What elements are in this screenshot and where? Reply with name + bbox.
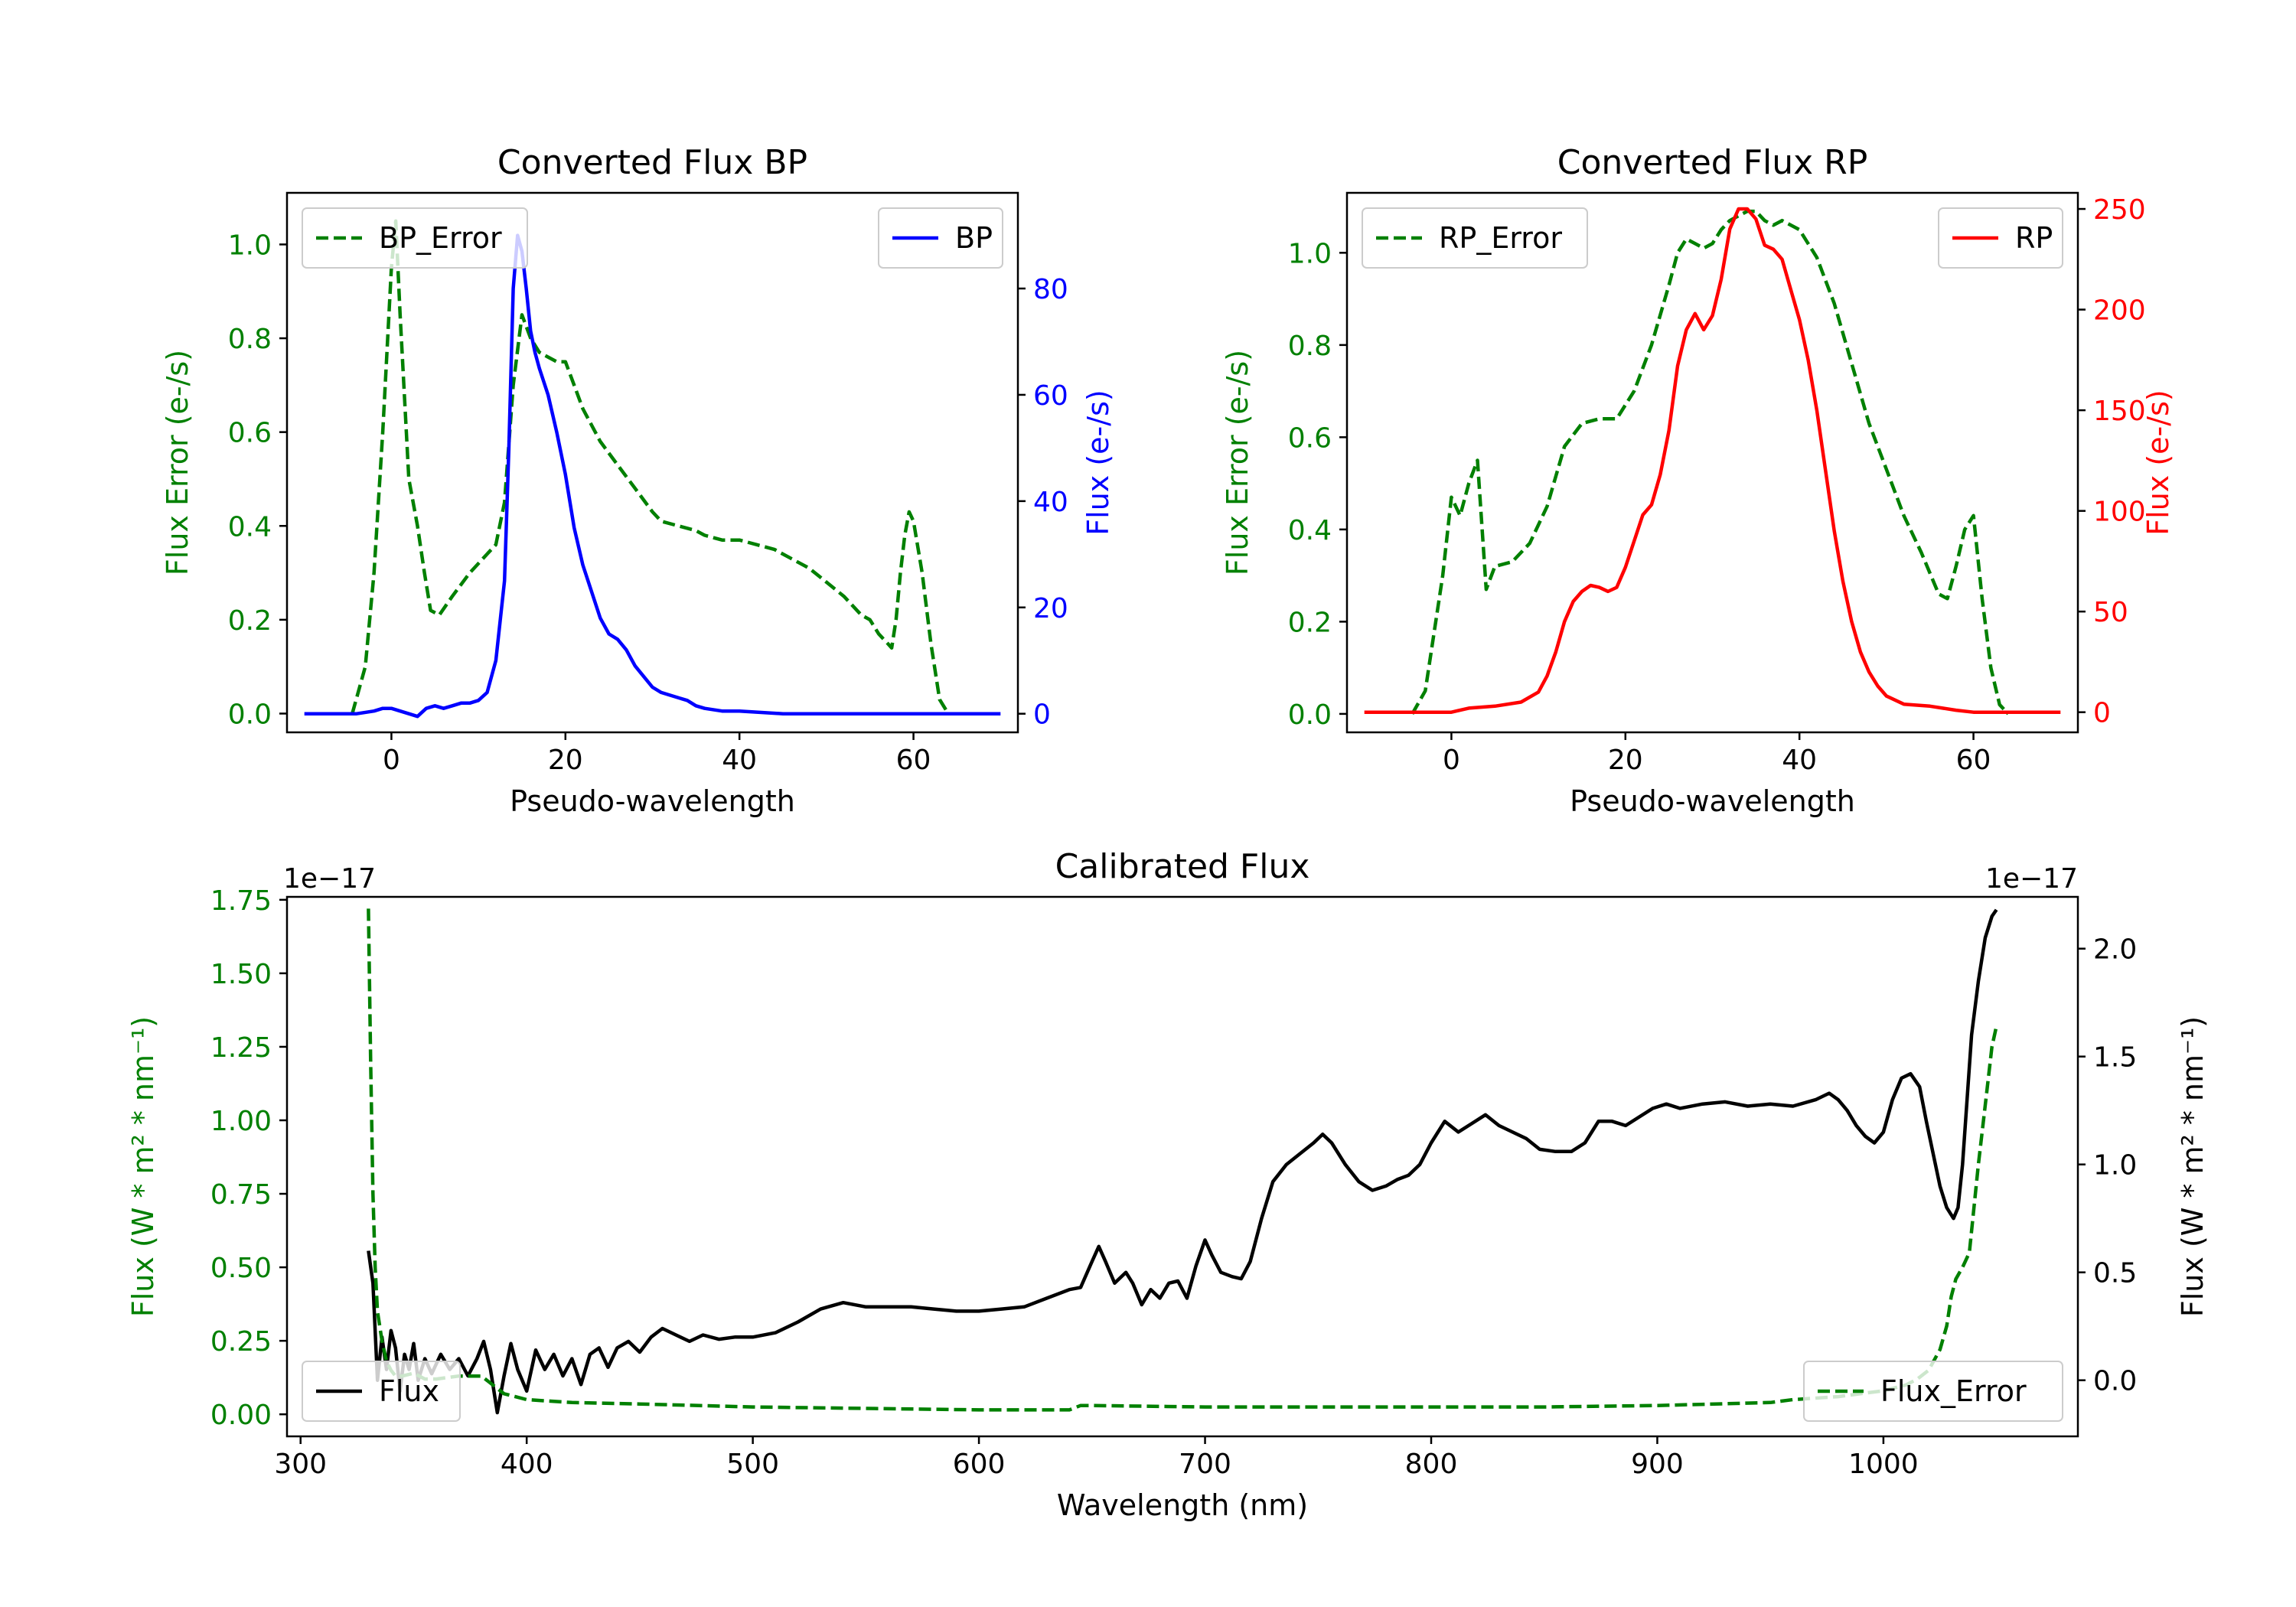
y-left-tick-label: 1.25 [210,1032,272,1064]
y-right-axis-label: Flux (e-/s) [1081,390,1115,535]
legend-label: Flux_Error [1880,1374,2027,1408]
y-left-axis-label: Flux Error (e-/s) [161,350,194,575]
y-left-tick-label: 0.4 [228,511,272,543]
legend-label: RP_Error [1439,221,1562,255]
x-tick-label: 60 [1956,745,1991,776]
y-left-tick-label: 1.50 [210,959,272,990]
legend-box [878,207,1003,269]
y-left-axis-label: Flux (W * m² * nm⁻¹) [126,1016,160,1317]
y-right-tick-label: 0.0 [2093,1366,2137,1397]
x-tick-label: 40 [1782,745,1817,776]
axes-frame [285,191,1019,734]
legend-box [302,207,528,269]
y-right-tick-label: 150 [2093,396,2146,427]
y-left-tick-label: 0.6 [1288,422,1332,454]
y-right-tick-label: 50 [2093,597,2128,628]
y-right-tick-label: 0 [1033,699,1051,731]
chart-3: 300 400 500 600 700 800 900 1000 0.00 0.25 0.50 0.7… [126,847,2210,1522]
x-axis-label: Wavelength (nm) [1057,1488,1308,1522]
legend-label: BP_Error [379,221,502,255]
y-right-tick-label: 60 [1033,380,1068,412]
chart-title: Converted Flux BP [497,143,807,182]
x-tick-label: 0 [1443,745,1460,776]
y-right-tick-label: 200 [2093,295,2146,327]
y-right-tick-label: 20 [1033,593,1068,624]
y-left-tick-label: 0.50 [210,1253,272,1284]
series-line-flux-error [367,908,1998,1412]
y-left-tick-label: 0.00 [210,1400,272,1431]
axes-frame [1345,191,2079,734]
legend-bp: BP [878,207,1003,269]
x-tick-label: 20 [1608,745,1643,776]
x-tick-label: 0 [383,745,400,776]
y-left-tick-label: 0.8 [228,324,272,355]
y-left-tick-label: 1.0 [228,230,272,261]
y-left-tick-label: 0.2 [228,605,272,637]
legend-rp-error: RP_Error [1362,207,1588,269]
x-tick-label: 700 [1179,1449,1231,1480]
y-left-tick-label: 0.75 [210,1179,272,1211]
legend-bp-error: BP_Error [302,207,528,269]
y-right-tick-label: 80 [1033,274,1068,305]
x-tick-label: 500 [726,1449,779,1480]
y-right-tick-label: 2.0 [2093,934,2137,966]
y-right-offset-label: 1e−17 [1985,863,2078,895]
x-tick-label: 60 [896,745,931,776]
legend-box [1362,207,1588,269]
axes-frame [285,895,2079,1438]
y-right-tick-label: 0 [2093,698,2111,729]
y-right-tick-label: 1.5 [2093,1042,2137,1074]
x-tick-label: 400 [501,1449,553,1480]
legend-box [1938,207,2063,269]
series-line-rp [1364,207,2061,714]
x-tick-label: 1000 [1848,1449,1919,1480]
y-left-tick-label: 0.8 [1288,331,1332,362]
y-left-tick-label: 0.6 [228,418,272,449]
y-right-tick-label: 0.5 [2093,1258,2137,1289]
legend-flux-error: Flux_Error [1803,1361,2063,1422]
legend-rp: RP [1938,207,2063,269]
series-line-rp-error [1411,209,2010,715]
y-right-axis-label: Flux (W * m² * nm⁻¹) [2176,1016,2210,1317]
y-left-tick-label: 0.4 [1288,515,1332,546]
x-tick-label: 20 [548,745,583,776]
y-left-tick-label: 0.0 [228,699,272,730]
y-right-axis-label: Flux (e-/s) [2141,390,2175,535]
y-right-tick-label: 100 [2093,497,2146,528]
y-right-tick-label: 40 [1033,487,1068,518]
chart-1: 0 20 40 60 0.0 0.2 0.4 0.6 0.8 1.0 0 20 40 60 80 Conver… [161,143,1115,818]
x-tick-label: 300 [274,1449,327,1480]
chart-2: 0 20 40 60 0.0 0.2 0.4 0.6 0.8 1.0 0 50 100 150 200 250… [1221,143,2175,818]
x-axis-label: Pseudo-wavelength [1570,784,1855,818]
legend-label: RP [2015,221,2053,255]
x-tick-label: 40 [722,745,757,776]
x-tick-label: 600 [953,1449,1006,1480]
y-right-tick-label: 250 [2093,194,2146,226]
y-left-offset-label: 1e−17 [283,863,376,895]
y-left-tick-label: 0.25 [210,1326,272,1358]
legend-box [1803,1361,2063,1422]
series-line-flux [367,908,1998,1415]
chart-title: Calibrated Flux [1055,847,1310,886]
y-left-tick-label: 0.0 [1288,699,1332,731]
legend-box [302,1361,461,1422]
y-left-tick-label: 1.00 [210,1106,272,1137]
y-left-tick-label: 1.75 [210,885,272,917]
y-right-tick-label: 1.0 [2093,1150,2137,1182]
series-line-bp [304,233,1001,719]
y-left-axis-label: Flux Error (e-/s) [1221,350,1254,575]
legend-label: BP [955,221,993,255]
series-line-bp-error [351,219,950,715]
x-axis-label: Pseudo-wavelength [510,784,795,818]
y-left-tick-label: 1.0 [1288,238,1332,269]
x-tick-label: 900 [1631,1449,1684,1480]
legend-label: Flux [379,1374,439,1408]
legend-flux: Flux [302,1361,461,1422]
x-tick-label: 800 [1405,1449,1458,1480]
y-left-tick-label: 0.2 [1288,607,1332,638]
chart-title: Converted Flux RP [1557,143,1868,182]
